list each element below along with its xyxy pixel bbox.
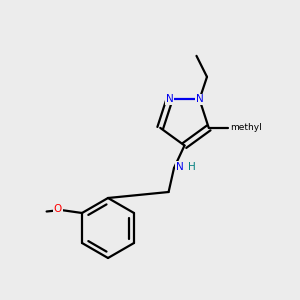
Text: N: N	[166, 94, 173, 104]
Text: N: N	[196, 94, 203, 104]
Text: methyl: methyl	[230, 123, 262, 132]
Text: H: H	[188, 161, 195, 172]
Text: O: O	[54, 204, 62, 214]
Text: N: N	[176, 161, 184, 172]
